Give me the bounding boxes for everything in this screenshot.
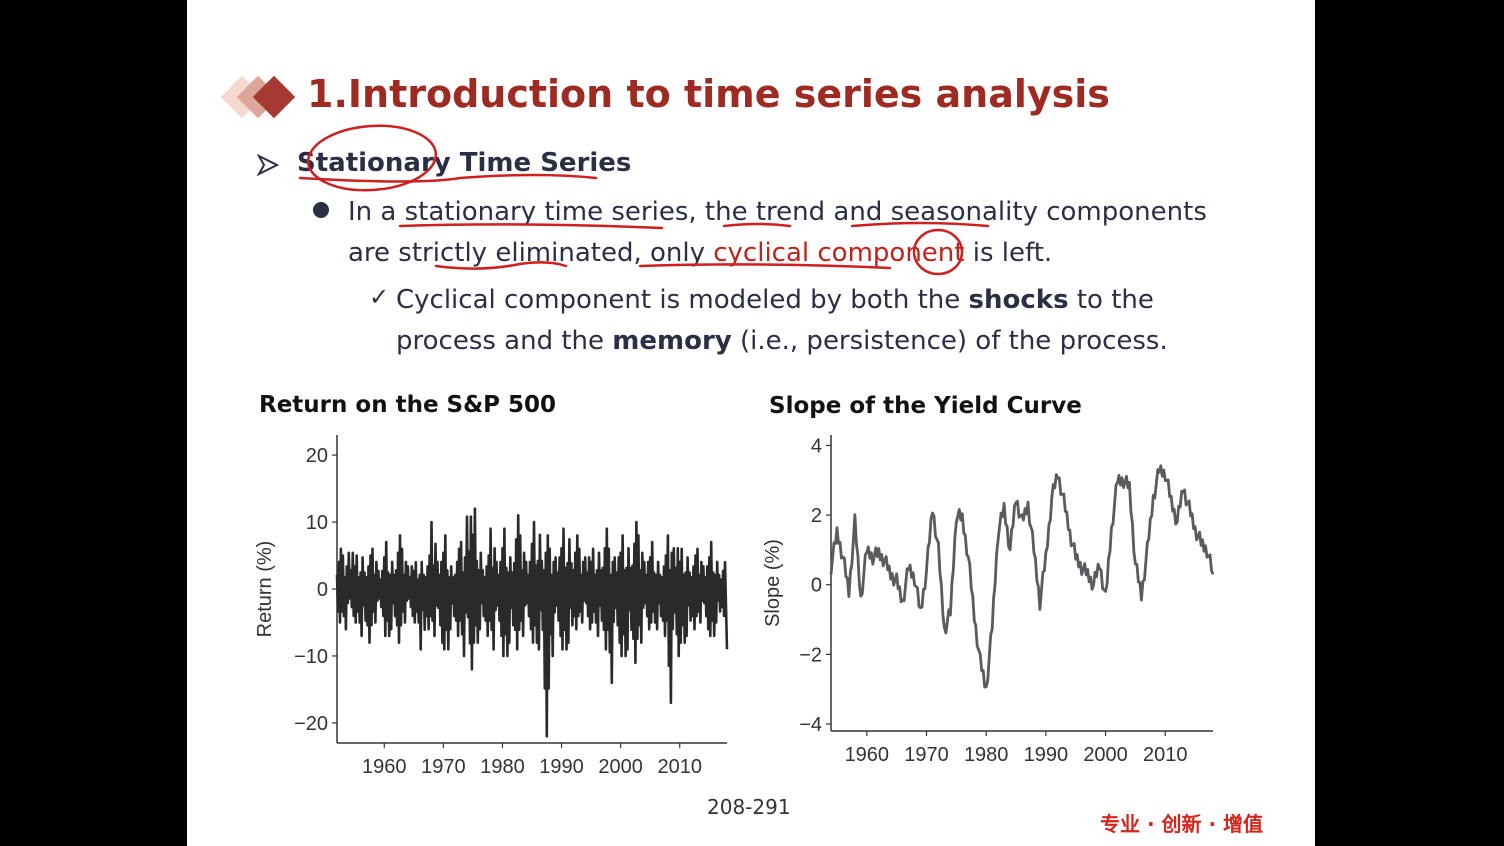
x-tick-label: 1990 <box>1024 744 1069 766</box>
x-tick-label: 1990 <box>539 756 584 778</box>
y-tick-label: −4 <box>799 714 822 736</box>
arrow-bullet-icon <box>257 154 279 176</box>
x-tick-label: 2000 <box>1083 744 1128 766</box>
y-tick-label: 4 <box>811 435 822 457</box>
chart-title-yield-curve: Slope of the Yield Curve <box>769 393 1082 419</box>
x-tick-label: 1960 <box>845 744 890 766</box>
page-number: 208-291 <box>707 795 791 819</box>
x-tick-label: 1960 <box>362 756 407 778</box>
bullet-dot-icon <box>313 202 329 218</box>
brand-tagline: 专业 · 创新 · 增值 <box>1100 812 1264 836</box>
x-tick-label: 2010 <box>1143 744 1188 766</box>
series-line-return <box>335 507 729 738</box>
x-tick-label: 1970 <box>421 756 466 778</box>
y-axis-label: Return (%) <box>254 541 276 638</box>
bullet-text: In a stationary time series, the trend a… <box>348 197 1207 268</box>
x-tick-label: 1970 <box>904 744 949 766</box>
y-tick-label: 0 <box>317 579 328 601</box>
slide: 1.Introduction to time series analysis S… <box>187 0 1315 846</box>
series-line-slope <box>829 464 1215 689</box>
y-tick-label: 2 <box>811 505 822 527</box>
y-tick-label: −10 <box>294 646 328 668</box>
x-tick-label: 1980 <box>480 756 525 778</box>
y-tick-label: −20 <box>294 713 328 735</box>
y-tick-label: 20 <box>306 445 328 467</box>
y-tick-label: −2 <box>799 644 822 666</box>
y-axis-label: Slope (%) <box>762 539 784 627</box>
y-tick-label: 0 <box>811 575 822 597</box>
sub-bullet-text: Cyclical component is modeled by both th… <box>396 285 1168 356</box>
x-tick-label: 2010 <box>657 756 702 778</box>
x-tick-label: 1980 <box>964 744 1009 766</box>
x-tick-label: 2000 <box>598 756 643 778</box>
chart-title-sp500: Return on the S&P 500 <box>259 392 557 418</box>
section-heading: Stationary Time Series <box>297 148 632 178</box>
slide-title: 1.Introduction to time series analysis <box>307 72 1110 116</box>
diamond-logo-icon <box>220 75 296 119</box>
yield-curve-slope-chart: 4 2 0 −2 −4 1960 1970 1980 1990 2000 2010 Slope (%) <box>762 435 1215 766</box>
checkmark-icon: ✓ <box>369 283 390 311</box>
y-tick-label: 10 <box>306 512 328 534</box>
